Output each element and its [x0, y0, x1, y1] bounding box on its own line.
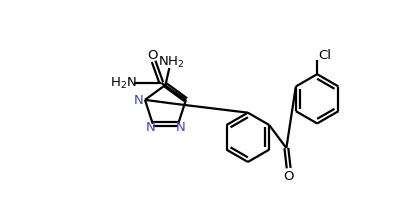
Text: Cl: Cl — [319, 48, 332, 61]
Text: O: O — [147, 49, 157, 62]
Text: NH$_2$: NH$_2$ — [158, 54, 184, 69]
Text: N: N — [134, 94, 144, 107]
Text: O: O — [284, 169, 294, 182]
Text: N: N — [145, 120, 156, 133]
Text: N: N — [176, 120, 185, 133]
Text: H$_2$N: H$_2$N — [110, 76, 137, 91]
